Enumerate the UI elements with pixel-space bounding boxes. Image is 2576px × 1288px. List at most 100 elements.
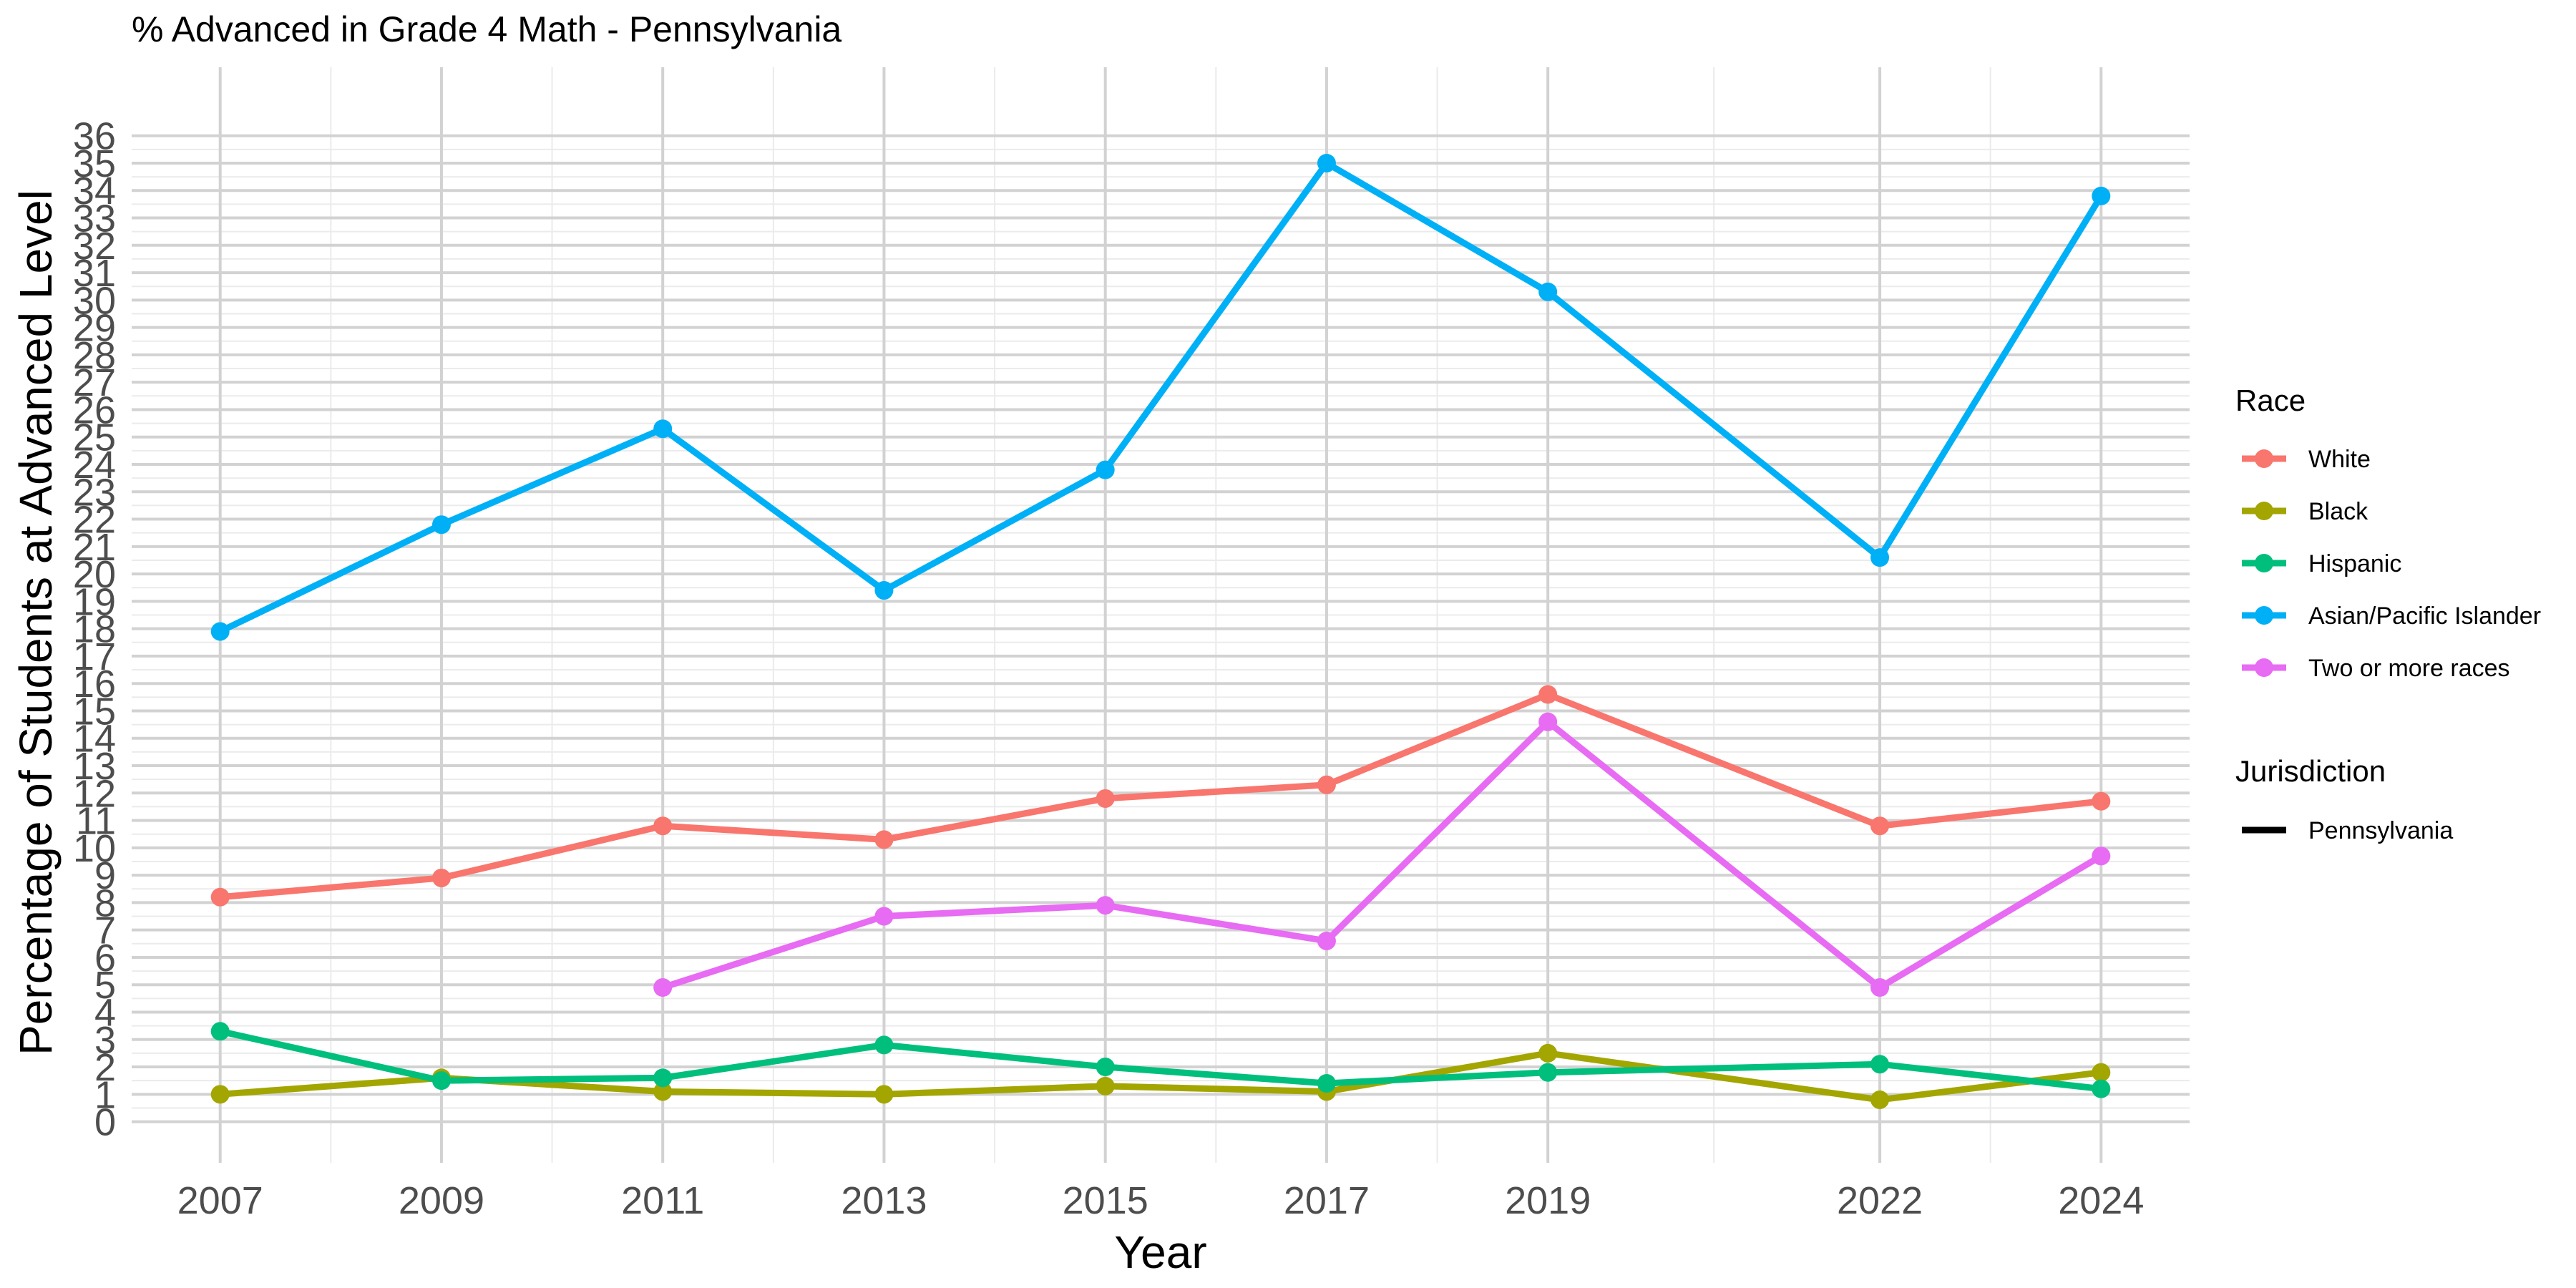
data-point (1870, 978, 1890, 997)
x-axis-title: Year (1114, 1226, 1206, 1278)
legend-jurisdiction-entry: Pennsylvania (2242, 817, 2453, 844)
data-point (1870, 1090, 1890, 1109)
data-point (210, 622, 230, 641)
x-tick-label: 2019 (1505, 1179, 1591, 1222)
y-tick-label: 17 (73, 635, 116, 678)
data-point (2092, 186, 2111, 205)
data-point (431, 1071, 451, 1091)
legend-jurisdiction-entries: Pennsylvania (2242, 817, 2453, 844)
y-tick-label: 22 (73, 499, 116, 542)
y-tick-label: 10 (73, 827, 116, 870)
chart-title: % Advanced in Grade 4 Math - Pennsylvani… (132, 9, 841, 49)
x-tick-label: 2009 (399, 1179, 484, 1222)
data-point (653, 816, 673, 836)
series-line (218, 160, 2104, 635)
data-point (1317, 1074, 1336, 1093)
x-tick-label: 2015 (1063, 1179, 1148, 1222)
data-point (874, 581, 894, 600)
y-tick-label: 5 (94, 964, 116, 1007)
y-tick-label: 31 (73, 252, 116, 295)
data-point (1317, 931, 1336, 950)
y-tick-label: 2 (94, 1046, 116, 1089)
y-tick-label: 11 (76, 800, 116, 843)
legend-entry: Hispanic (2242, 550, 2401, 577)
data-point (1538, 685, 1558, 704)
y-tick-label: 35 (73, 142, 116, 185)
y-axis-ticks: 0123456789101112131415161718192021222324… (73, 115, 116, 1144)
y-tick-label: 36 (73, 115, 116, 158)
grid-lines (132, 67, 2190, 1163)
x-tick-label: 2007 (177, 1179, 263, 1222)
legend-key-point (2255, 606, 2273, 625)
x-axis-ticks: 2007 2009 2011 2013 2015 2017 2019 2022 2024 (177, 1179, 2145, 1222)
x-tick-label: 2013 (841, 1179, 927, 1222)
y-tick-label: 6 (94, 937, 116, 980)
legend-jurisdiction-title: Jurisdiction (2235, 754, 2386, 788)
y-tick-label: 13 (73, 745, 116, 788)
x-tick-label: 2024 (2058, 1179, 2144, 1222)
data-point (653, 1068, 673, 1088)
y-tick-label: 30 (73, 279, 116, 322)
y-tick-label: 9 (94, 854, 116, 897)
y-tick-label: 25 (73, 416, 116, 459)
y-tick-label: 7 (94, 909, 116, 952)
legend-label: White (2308, 446, 2371, 473)
y-tick-label: 24 (73, 444, 116, 487)
legend-race-entries: White Black Hispanic Asian/Pacific Islander… (2242, 446, 2541, 682)
data-point (653, 419, 673, 439)
y-tick-label: 19 (73, 580, 116, 623)
x-tick-label: 2011 (621, 1179, 704, 1222)
data-point (1870, 1055, 1890, 1074)
y-tick-label: 18 (73, 608, 116, 651)
y-tick-label: 23 (73, 471, 116, 514)
legend-key-point (2255, 502, 2273, 520)
y-tick-label: 0 (94, 1101, 116, 1144)
y-tick-label: 12 (73, 772, 116, 815)
y-tick-label: 28 (73, 334, 116, 377)
data-point (1096, 460, 1115, 479)
data-point (874, 907, 894, 926)
series-layer (210, 153, 2111, 1109)
data-point (2092, 847, 2111, 866)
data-point (431, 515, 451, 535)
legend-entry: Black (2242, 498, 2368, 525)
legend-key-point (2255, 658, 2273, 677)
legend-key-point (2255, 554, 2273, 572)
x-tick-label: 2022 (1837, 1179, 1923, 1222)
data-point (1538, 282, 1558, 301)
data-point (1538, 1063, 1558, 1082)
data-point (874, 1035, 894, 1055)
data-point (431, 868, 451, 887)
y-tick-label: 21 (73, 526, 116, 569)
legend-entry: White (2242, 446, 2371, 473)
y-tick-label: 34 (73, 170, 116, 213)
y-tick-label: 14 (73, 718, 116, 761)
series-two-or-more-races (653, 712, 2111, 997)
series-asian-pacific-islander (210, 153, 2111, 641)
y-axis-title: Percentage of Students at Advanced Level (10, 190, 62, 1055)
data-point (1096, 789, 1115, 808)
y-tick-label: 26 (73, 389, 116, 431)
data-point (210, 1085, 230, 1104)
data-point (1538, 712, 1558, 731)
data-point (1317, 153, 1336, 172)
y-tick-label: 20 (73, 553, 116, 596)
data-point (2092, 1079, 2111, 1098)
series-white (210, 685, 2111, 907)
legend-race-title: Race (2235, 384, 2306, 417)
data-point (874, 1085, 894, 1104)
data-point (1096, 896, 1115, 915)
legend-label: Two or more races (2308, 655, 2510, 682)
y-tick-label: 4 (94, 991, 116, 1034)
series-line (220, 1050, 2102, 1103)
legend-label: Pennsylvania (2308, 817, 2453, 844)
data-point (1096, 1076, 1115, 1096)
y-tick-label: 1 (94, 1073, 116, 1116)
y-tick-label: 8 (94, 882, 116, 924)
legend-label: Asian/Pacific Islander (2308, 602, 2541, 630)
y-tick-label: 15 (73, 690, 116, 733)
y-tick-label: 32 (73, 225, 116, 268)
legend-label: Hispanic (2308, 550, 2401, 577)
data-point (1870, 548, 1890, 567)
legend: Race White Black Hispanic Asian/Pacific Isl… (2235, 384, 2541, 844)
